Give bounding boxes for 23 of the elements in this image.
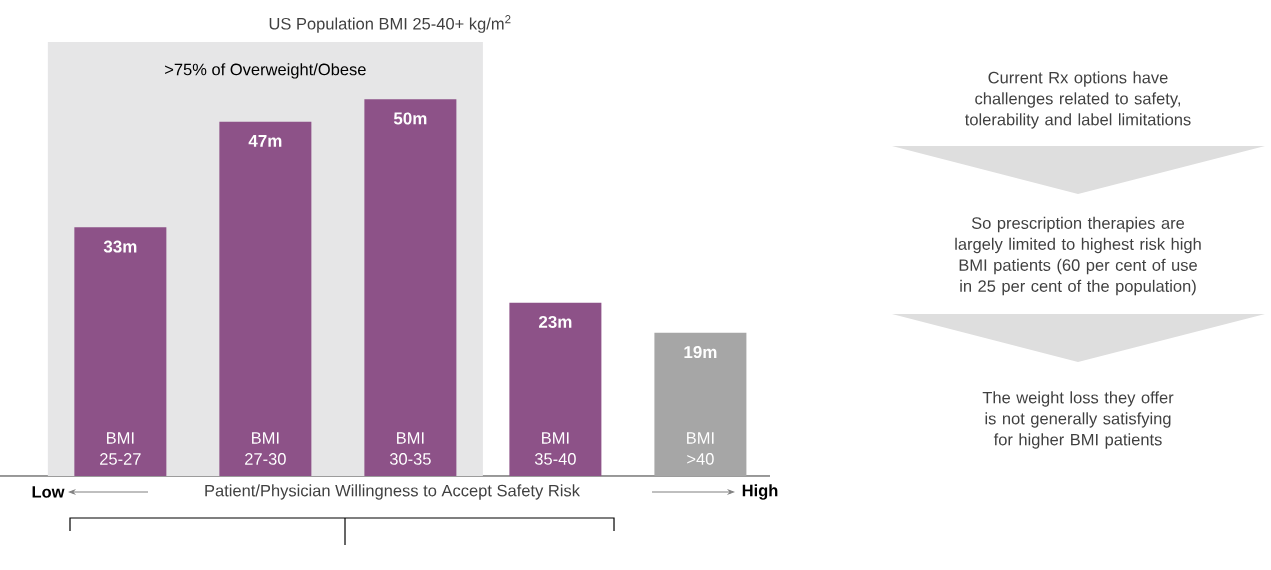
text: The weight loss they offer is not generally satisfying for higher BMI patients: [982, 391, 1174, 449]
text: So prescription therapies are largely limited to highest risk high BMI patients (60 per cent of use in 25 per cent of the population): [955, 216, 1201, 296]
x-tick-label: BMI 27-30: [245, 432, 286, 465]
text: High: [742, 484, 778, 500]
data-label: 33m: [103, 240, 137, 253]
data-label: 47m: [248, 135, 282, 147]
text: Low: [32, 486, 65, 498]
data-label: 19m: [684, 346, 717, 359]
bar: [219, 121, 312, 476]
bar: [509, 302, 602, 476]
x-tick-label: BMI 30-35: [389, 432, 431, 465]
text: Current Rx options have challenges related to safety, tolerability and label limitations: [965, 71, 1191, 129]
data-label: 23m: [538, 315, 572, 328]
x-axis-title: Patient/Physician Willingness to Accept Safety Risk: [205, 484, 580, 500]
x-tick-label: BMI >40: [687, 432, 714, 465]
x-tick-label: BMI 35-40: [534, 432, 576, 465]
data-label: 50m: [393, 112, 427, 125]
bar: [654, 332, 747, 476]
bar: [364, 99, 457, 476]
x-tick-label: BMI 25-27: [100, 432, 141, 465]
bar: [74, 227, 167, 476]
band-label: >75% of Overweight/Obese: [165, 63, 366, 79]
chart-title: US Population BMI 25-40+ kg/m$^{2}$: [269, 15, 511, 33]
